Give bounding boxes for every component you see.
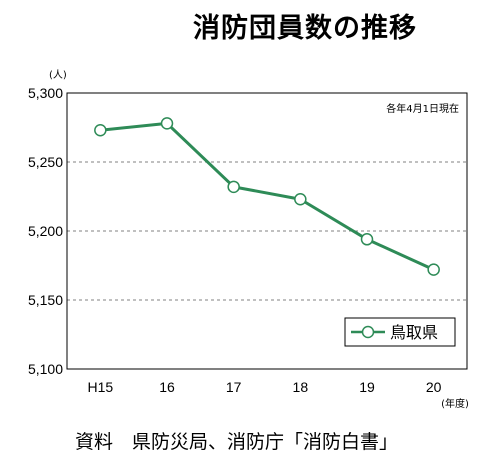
x-tick-label: 18 bbox=[293, 379, 309, 395]
x-tick-label: 17 bbox=[226, 379, 242, 395]
data-point bbox=[427, 263, 440, 276]
grid-lines bbox=[67, 161, 467, 301]
plot-frame bbox=[66, 92, 468, 370]
x-unit-label: (年度) bbox=[441, 397, 469, 410]
data-point bbox=[227, 180, 240, 194]
legend-label: 鳥取県 bbox=[390, 323, 438, 342]
chart-title: 消防団員数の推移 bbox=[193, 13, 417, 44]
y-tick-label: 5,150 bbox=[28, 292, 63, 308]
series-line bbox=[100, 121, 435, 272]
data-point bbox=[94, 124, 107, 137]
legend-marker bbox=[361, 325, 375, 339]
y-tick-label: 5,200 bbox=[28, 223, 63, 239]
series-layer bbox=[94, 117, 440, 276]
y-tick-label: 5,100 bbox=[28, 361, 63, 377]
legend: 鳥取県 bbox=[344, 317, 456, 347]
data-point bbox=[360, 233, 374, 246]
x-tick-labels: H15 16 17 18 19 20 bbox=[87, 379, 441, 395]
x-tick-label: H15 bbox=[87, 379, 113, 395]
x-tick-label: 16 bbox=[159, 379, 175, 395]
y-tick-label: 5,250 bbox=[28, 154, 63, 170]
x-tick-label: 20 bbox=[426, 379, 442, 395]
date-note: 各年4月1日現在 bbox=[386, 102, 459, 115]
data-point bbox=[294, 193, 307, 206]
y-tick-label: 5,300 bbox=[28, 85, 63, 101]
data-point bbox=[160, 117, 174, 130]
y-unit-label: (人) bbox=[49, 69, 67, 81]
x-tick-label: 19 bbox=[359, 379, 375, 395]
source-note: 資料 県防災局、消防庁「消防白書」 bbox=[75, 431, 398, 453]
y-tick-labels: 5,100 5,150 5,200 5,250 5,300 bbox=[28, 85, 63, 377]
